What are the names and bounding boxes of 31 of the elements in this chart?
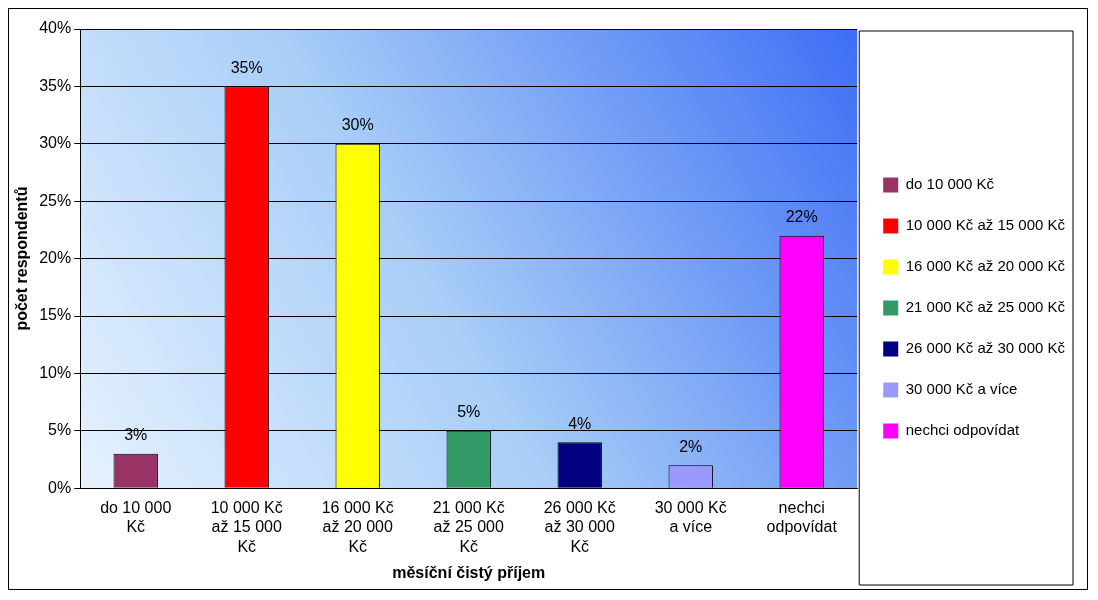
x-tick-label: 26 000 Kč až 30 000 Kč [543,499,616,555]
y-tick-label: 40% [39,19,72,37]
y-tick-label: 0% [48,478,72,496]
legend-label: 10 000 Kč až 15 000 Kč [905,216,1066,234]
legend-label: nechci odpovídat [905,421,1020,439]
data-label: 30% [341,116,374,134]
legend-label: do 10 000 Kč [905,175,995,193]
data-label: 4% [568,414,592,432]
y-tick-label: 30% [39,134,72,152]
data-label: 5% [457,403,481,421]
data-label: 35% [230,58,263,76]
y-tick-label: 35% [39,76,72,94]
x-tick-label: 30 000 Kč a více [654,499,727,536]
legend-label: 30 000 Kč a více [905,380,1018,398]
x-tick-label: 21 000 Kč až 25 000 Kč [432,499,505,555]
data-label: 22% [785,208,818,226]
y-tick-label: 10% [39,363,72,381]
legend-label: 26 000 Kč až 30 000 Kč [905,339,1066,357]
x-tick-label: do 10 000 Kč [100,499,172,536]
y-tick-label: 25% [39,191,72,209]
x-tick-label: 10 000 Kč až 15 000 Kč [210,499,283,555]
x-axis-title: měsíční čistý příjem [392,563,546,581]
x-tick-label: 16 000 Kč až 20 000 Kč [321,499,394,555]
data-label: 2% [679,437,703,455]
legend-label: 21 000 Kč až 25 000 Kč [905,298,1066,316]
y-tick-label: 5% [48,421,72,439]
legend-label: 16 000 Kč až 20 000 Kč [905,257,1066,275]
y-tick-label: 20% [39,249,72,267]
y-axis-title: počet respondentů [13,186,31,331]
x-tick-label: nechci odpovídat [766,499,838,536]
y-tick-label: 15% [39,306,72,324]
